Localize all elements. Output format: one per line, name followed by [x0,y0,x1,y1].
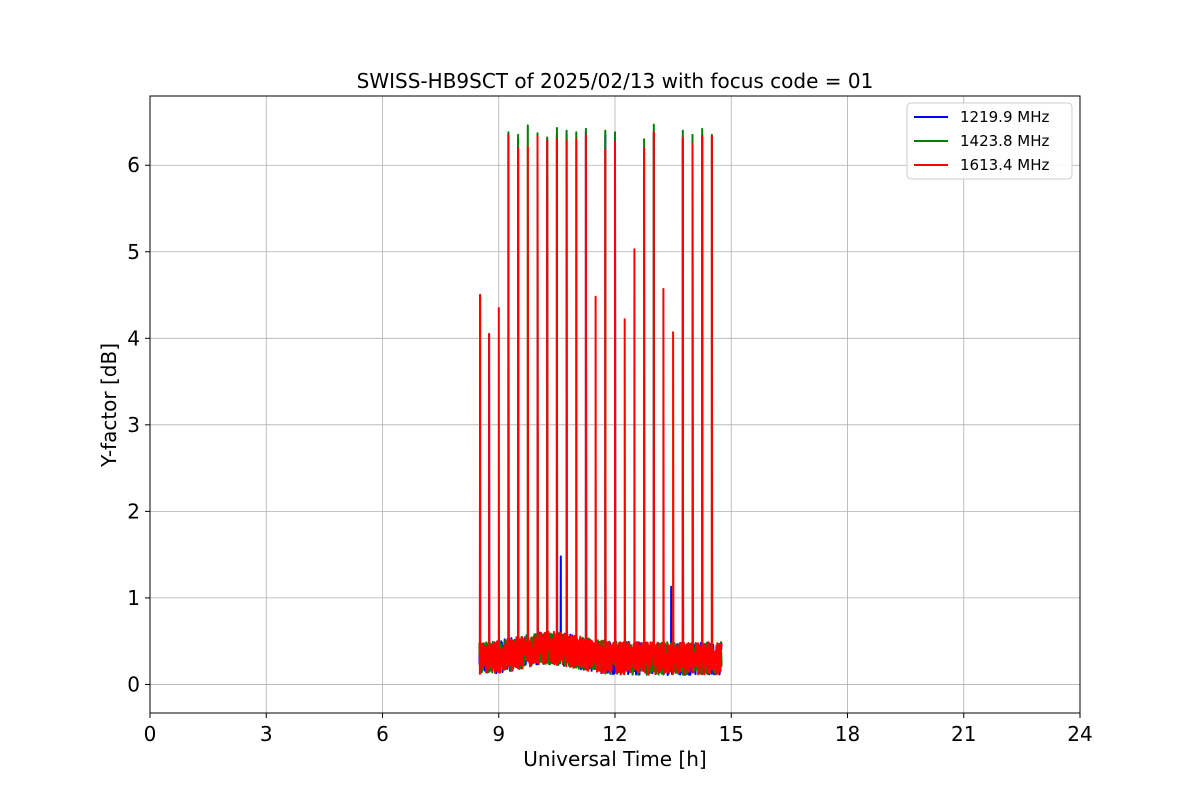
legend-box [906,102,1073,180]
x-tick-label: 24 [1067,722,1092,746]
legend-label: 1219.9 MHz [960,108,1049,126]
y-tick-label: 6 [127,153,140,177]
y-tick-label: 0 [127,672,140,696]
x-tick-label: 3 [260,722,273,746]
y-tick-label: 4 [127,326,140,350]
series-layer [478,123,723,676]
y-tick-label: 3 [127,413,140,437]
series-line-3 [478,131,723,676]
legend-label: 1423.8 MHz [960,132,1049,150]
y-tick-label: 1 [127,586,140,610]
y-tick-label: 5 [127,240,140,264]
y-tick-label: 2 [127,499,140,523]
x-tick-label: 0 [144,722,157,746]
legend: 1219.9 MHz 1423.8 MHz 1613.4 MHz [906,102,1073,180]
x-tick-label: 9 [492,722,505,746]
y-axis-ticks: 0 1 2 3 4 5 6 [127,153,150,696]
x-tick-label: 15 [719,722,744,746]
x-tick-label: 18 [835,722,860,746]
y-axis-label: Y-factor [dB] [97,343,121,468]
x-axis-label: Universal Time [h] [523,747,706,771]
x-tick-label: 6 [376,722,389,746]
legend-label: 1613.4 MHz [960,156,1049,174]
x-tick-label: 21 [951,722,976,746]
x-axis-ticks: 0 3 6 9 12 15 18 21 24 [144,713,1093,746]
x-tick-label: 12 [602,722,627,746]
chart-title: SWISS-HB9SCT of 2025/02/13 with focus co… [357,69,874,93]
